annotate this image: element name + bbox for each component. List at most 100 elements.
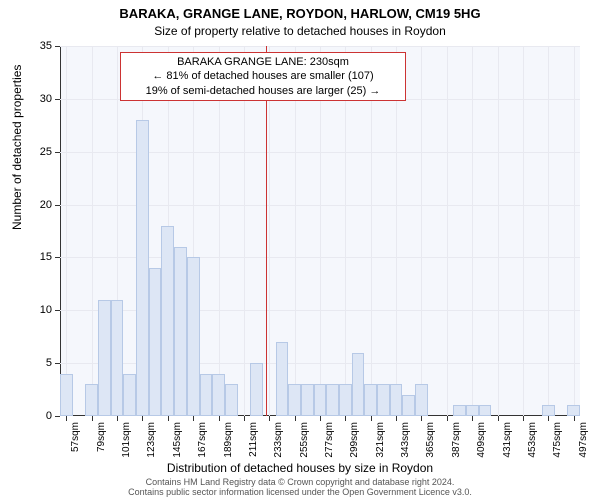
- gridline-v: [219, 46, 220, 416]
- ytick-label: 0: [46, 410, 52, 422]
- histogram-bar: [466, 405, 479, 416]
- histogram-bar: [453, 405, 466, 416]
- xtick: [193, 416, 194, 421]
- histogram-bar: [479, 405, 492, 416]
- xtick-label: 321sqm: [375, 422, 386, 458]
- gridline-v: [396, 46, 397, 416]
- xtick-label: 387sqm: [451, 422, 462, 458]
- gridline-v: [269, 46, 270, 416]
- histogram-bar: [200, 374, 213, 416]
- xtick-label: 167sqm: [197, 422, 208, 458]
- gridline-v: [472, 46, 473, 416]
- ytick-label: 30: [40, 93, 52, 105]
- histogram-bar: [85, 384, 98, 416]
- xtick-label: 343sqm: [400, 422, 411, 458]
- ytick: [55, 363, 60, 364]
- xtick: [142, 416, 143, 421]
- gridline-v: [66, 46, 67, 416]
- annotation-box: BARAKA GRANGE LANE: 230sqm← 81% of detac…: [120, 52, 406, 101]
- xtick: [396, 416, 397, 421]
- gridline-v: [320, 46, 321, 416]
- gridline-v: [371, 46, 372, 416]
- xtick: [295, 416, 296, 421]
- ytick: [55, 99, 60, 100]
- histogram-bar: [415, 384, 428, 416]
- annotation-line3: 19% of semi-detached houses are larger (…: [127, 84, 399, 98]
- gridline-v: [92, 46, 93, 416]
- ytick-label: 25: [40, 146, 52, 158]
- histogram-bar: [187, 257, 200, 416]
- histogram-bar: [212, 374, 225, 416]
- ytick-label: 35: [40, 40, 52, 52]
- xtick: [447, 416, 448, 421]
- histogram-bar: [288, 384, 301, 416]
- histogram-bar: [98, 300, 111, 416]
- xtick: [498, 416, 499, 421]
- chart-title-sub: Size of property relative to detached ho…: [0, 24, 600, 38]
- marker-line: [266, 46, 267, 416]
- ytick: [55, 416, 60, 417]
- xtick: [421, 416, 422, 421]
- histogram-bar: [402, 395, 415, 416]
- xtick-label: 145sqm: [172, 422, 183, 458]
- xtick: [168, 416, 169, 421]
- xtick: [219, 416, 220, 421]
- xtick-label: 475sqm: [552, 422, 563, 458]
- chart-title-main: BARAKA, GRANGE LANE, ROYDON, HARLOW, CM1…: [0, 6, 600, 21]
- histogram-bar: [123, 374, 136, 416]
- xtick: [574, 416, 575, 421]
- xtick-label: 101sqm: [121, 422, 132, 458]
- xtick-label: 277sqm: [324, 422, 335, 458]
- ytick: [55, 46, 60, 47]
- plot-area: 0510152025303557sqm79sqm101sqm123sqm145s…: [60, 46, 580, 416]
- histogram-bar: [225, 384, 238, 416]
- annotation-line1: BARAKA GRANGE LANE: 230sqm: [127, 55, 399, 69]
- xtick: [244, 416, 245, 421]
- gridline-v: [421, 46, 422, 416]
- histogram-bar: [60, 374, 73, 416]
- histogram-bar: [250, 363, 263, 416]
- xtick: [345, 416, 346, 421]
- xtick-label: 453sqm: [527, 422, 538, 458]
- histogram-bar: [276, 342, 289, 416]
- histogram-bar: [136, 120, 149, 416]
- histogram-bar: [377, 384, 390, 416]
- gridline-v: [548, 46, 549, 416]
- ytick-label: 5: [46, 357, 52, 369]
- xtick-label: 233sqm: [273, 422, 284, 458]
- y-axis-label: Number of detached properties: [10, 65, 24, 230]
- histogram-bar: [339, 384, 352, 416]
- histogram-bar: [352, 353, 365, 416]
- xtick: [92, 416, 93, 421]
- ytick-label: 10: [40, 304, 52, 316]
- xtick-label: 409sqm: [476, 422, 487, 458]
- histogram-bar: [567, 405, 580, 416]
- xtick-label: 497sqm: [578, 422, 589, 458]
- xtick-label: 123sqm: [146, 422, 157, 458]
- gridline-v: [498, 46, 499, 416]
- ytick-label: 15: [40, 251, 52, 263]
- annotation-line2: ← 81% of detached houses are smaller (10…: [127, 69, 399, 83]
- xtick: [472, 416, 473, 421]
- footer-line2: Contains public sector information licen…: [0, 488, 600, 498]
- histogram-bar: [149, 268, 162, 416]
- footer-attribution: Contains HM Land Registry data © Crown c…: [0, 478, 600, 498]
- xtick: [66, 416, 67, 421]
- gridline-v: [244, 46, 245, 416]
- ytick-label: 20: [40, 199, 52, 211]
- gridline-v: [295, 46, 296, 416]
- xtick: [371, 416, 372, 421]
- xtick: [117, 416, 118, 421]
- ytick: [55, 257, 60, 258]
- histogram-bar: [111, 300, 124, 416]
- histogram-bar: [161, 226, 174, 416]
- gridline-v: [523, 46, 524, 416]
- xtick-label: 79sqm: [96, 422, 107, 452]
- histogram-bar: [314, 384, 327, 416]
- xtick-label: 211sqm: [248, 422, 259, 457]
- histogram-bar: [542, 405, 555, 416]
- xtick: [548, 416, 549, 421]
- xtick-label: 57sqm: [70, 422, 81, 452]
- xtick-label: 431sqm: [502, 422, 513, 458]
- histogram-bar: [301, 384, 314, 416]
